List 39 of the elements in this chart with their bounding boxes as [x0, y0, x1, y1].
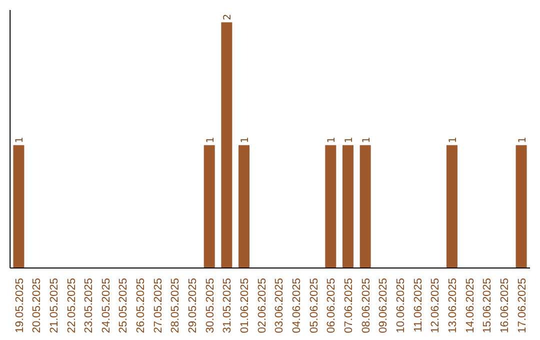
data-label: 1: [326, 136, 338, 144]
data-label: 1: [517, 136, 528, 144]
x-tick-label: 31.05.2025: [222, 278, 234, 334]
x-tick-label: 02.06.2025: [256, 278, 268, 334]
x-tick-label: 25.05.2025: [118, 278, 130, 334]
data-label: 1: [14, 136, 26, 144]
x-tick-label: 14.06.2025: [464, 278, 476, 334]
x-tick-label: 16.06.2025: [499, 278, 512, 334]
x-tick-label: 29.05.2025: [187, 278, 200, 334]
data-label: 1: [344, 136, 355, 144]
x-tick-label: 04.06.2025: [291, 278, 304, 334]
x-tick-label: 27.05.2025: [152, 278, 164, 334]
x-tick-label: 09.06.2025: [378, 278, 390, 334]
x-tick-label: 06.06.2025: [326, 278, 338, 334]
x-tick-label: 28.05.2025: [170, 278, 182, 334]
x-tick-label: 10.06.2025: [395, 278, 408, 334]
data-label: 2: [222, 14, 234, 20]
data-label: 1: [448, 136, 459, 144]
data-label: 1: [240, 136, 252, 144]
x-tick-label: 19.05.2025: [14, 278, 26, 334]
x-tick-label: 15.06.2025: [482, 278, 494, 334]
x-tick-label: 03.06.2025: [274, 278, 286, 334]
x-tick-label: 12.06.2025: [430, 278, 442, 334]
x-tick-label: 11.06.2025: [412, 278, 424, 332]
x-tick-label: 07.06.2025: [343, 278, 356, 334]
x-tick-label: 26.05.2025: [135, 278, 148, 334]
x-tick-label: 01.06.2025: [239, 278, 252, 334]
x-tick-label: 05.06.2025: [308, 278, 320, 334]
x-tick-label: 08.06.2025: [360, 278, 372, 334]
x-tick-label: 24.05.2025: [100, 278, 112, 334]
x-tick-label: 13.06.2025: [447, 278, 460, 334]
data-label: 1: [361, 136, 372, 144]
data-label: 1: [205, 136, 216, 144]
x-tick-label: 20.05.2025: [31, 278, 44, 334]
x-tick-label: 17.06.2025: [516, 278, 528, 334]
x-tick-label: 21.05.2025: [48, 278, 60, 334]
x-tick-label: 30.05.2025: [204, 278, 216, 334]
x-tick-label: 23.05.2025: [83, 278, 96, 334]
x-tick-label: 22.05.2025: [66, 278, 78, 334]
